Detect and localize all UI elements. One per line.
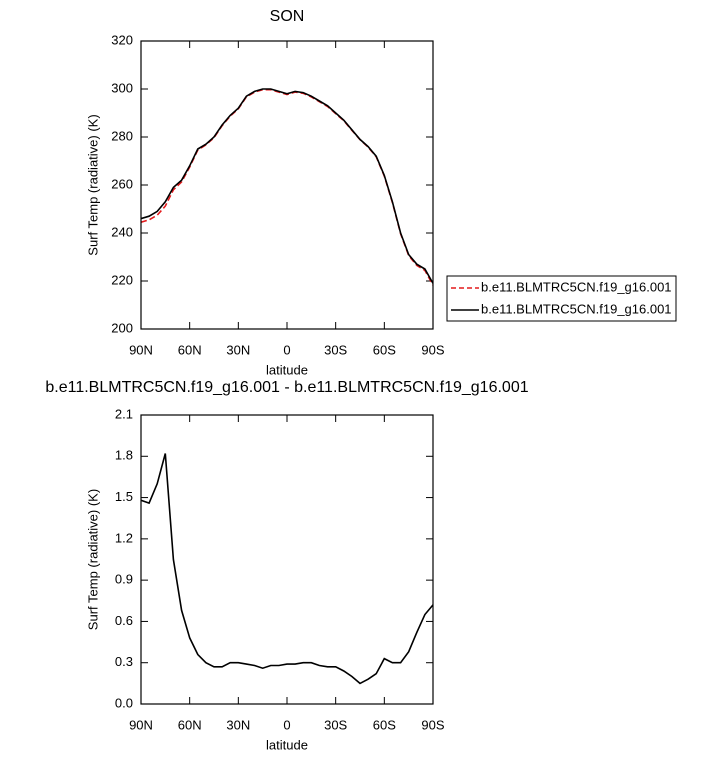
x-tick-label: 90N [129, 342, 153, 357]
data-line [141, 88, 433, 286]
plot-frame [140, 414, 434, 705]
legend-label: b.e11.BLMTRC5CN.f19_g16.001 [481, 279, 672, 294]
y-tick-label: 200 [111, 320, 133, 335]
y-tick-label: 240 [111, 224, 133, 239]
y-tick-label: 1.5 [115, 489, 133, 504]
x-tick-label: 90S [421, 717, 444, 732]
y-tick-label: 300 [111, 80, 133, 95]
legend-box [446, 275, 677, 322]
y-tick-label: 1.2 [115, 530, 133, 545]
y-tick-label: 1.8 [115, 448, 133, 463]
plot-area [141, 453, 433, 685]
x-tick-label: 0 [283, 342, 290, 357]
data-line [141, 88, 433, 284]
data-line [141, 453, 433, 685]
y-tick-label: 220 [111, 272, 133, 287]
x-tick-label: 90S [421, 342, 444, 357]
x-tick-label: 60S [373, 342, 396, 357]
y-tick-label: 280 [111, 128, 133, 143]
x-tick-label: 60N [178, 717, 202, 732]
x-tick-label: 30N [226, 717, 250, 732]
y-axis-label: Surf Temp (radiative) (K) [85, 114, 100, 255]
y-tick-label: 0.6 [115, 613, 133, 628]
y-tick-label: 2.1 [115, 406, 133, 421]
x-tick-label: 30S [324, 717, 347, 732]
y-tick-label: 260 [111, 176, 133, 191]
plot-frame [140, 40, 434, 330]
x-tick-label: 90N [129, 717, 153, 732]
y-tick-label: 0.9 [115, 572, 133, 587]
chart-title: SON [270, 8, 305, 25]
y-tick-label: 0.3 [115, 654, 133, 669]
x-tick-label: 60N [178, 342, 202, 357]
x-axis-label: latitude [266, 362, 308, 377]
plot-area [141, 88, 433, 286]
x-tick-label: 0 [283, 717, 290, 732]
y-tick-label: 0.0 [115, 695, 133, 710]
legend-label: b.e11.BLMTRC5CN.f19_g16.001 [481, 301, 672, 316]
y-tick-label: 320 [111, 32, 133, 47]
x-tick-label: 30N [226, 342, 250, 357]
chart-title: b.e11.BLMTRC5CN.f19_g16.001 - b.e11.BLMT… [45, 379, 528, 396]
x-axis-label: latitude [266, 737, 308, 752]
x-tick-label: 30S [324, 342, 347, 357]
y-axis-label: Surf Temp (radiative) (K) [85, 489, 100, 630]
x-tick-label: 60S [373, 717, 396, 732]
